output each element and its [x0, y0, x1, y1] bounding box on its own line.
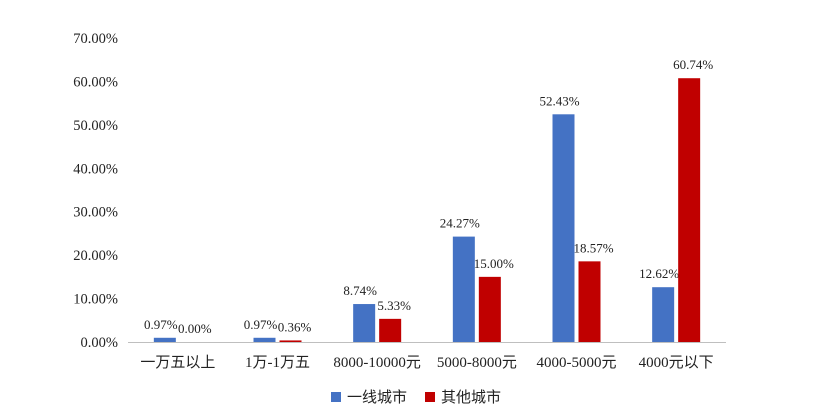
y-tick-label: 20.00%	[73, 248, 118, 264]
bar-series-2	[379, 318, 402, 342]
bar-series-2	[478, 276, 501, 342]
x-tick-label: 4000-5000元	[537, 355, 617, 371]
y-tick-label: 40.00%	[73, 161, 118, 177]
legend: 一线城市 其他城市	[0, 386, 832, 407]
data-label-series-2: 5.33%	[377, 298, 411, 313]
legend-label-series-2: 其他城市	[441, 388, 502, 406]
legend-item-series-2: 其他城市	[425, 386, 501, 407]
data-label-series-1: 8.74%	[343, 283, 377, 298]
bar-series-1	[652, 287, 675, 342]
data-label-series-2: 0.36%	[278, 319, 312, 334]
legend-item-series-1: 一线城市	[330, 386, 407, 407]
data-label-series-1: 0.97%	[144, 317, 178, 332]
y-tick-label: 60.00%	[73, 74, 118, 90]
bar-series-1	[552, 114, 575, 342]
bar-series-1	[353, 304, 376, 342]
data-label-series-2: 0.00%	[178, 321, 212, 336]
y-tick-label: 70.00%	[73, 31, 118, 47]
legend-swatch-series-1	[330, 391, 341, 402]
y-tick-label: 30.00%	[73, 205, 118, 221]
bar-series-2	[578, 261, 601, 342]
bar-series-2	[678, 78, 701, 343]
bar-series-1	[452, 236, 475, 342]
x-tick-label: 5000-8000元	[437, 355, 517, 371]
data-label-series-2: 60.74%	[673, 57, 713, 72]
legend-label-series-1: 一线城市	[346, 388, 407, 406]
bar-series-1	[153, 337, 176, 342]
y-tick-label: 10.00%	[73, 292, 118, 308]
bar-series-1	[253, 337, 276, 342]
bar-series-2	[279, 340, 302, 342]
x-tick-label: 1万-1万五	[245, 355, 310, 371]
y-tick-label: 50.00%	[73, 118, 118, 134]
x-tick-label: 8000-10000元	[333, 355, 421, 371]
chart-svg: 0.00% 10.00% 20.00% 30.00% 40.00% 50.00% 60.00…	[73, 31, 726, 371]
data-label-series-1: 12.62%	[639, 266, 679, 281]
data-label-series-2: 15.00%	[474, 256, 514, 271]
y-tick-label: 0.00%	[81, 335, 118, 351]
data-label-series-1: 52.43%	[539, 93, 579, 108]
x-tick-label: 4000元以下	[639, 355, 714, 371]
legend-swatch-series-2	[425, 391, 435, 402]
data-label-series-1: 24.27%	[440, 216, 480, 231]
data-label-series-1: 0.97%	[244, 317, 278, 332]
data-label-series-2: 18.57%	[573, 240, 613, 255]
x-tick-label: 一万五以上	[140, 354, 215, 371]
